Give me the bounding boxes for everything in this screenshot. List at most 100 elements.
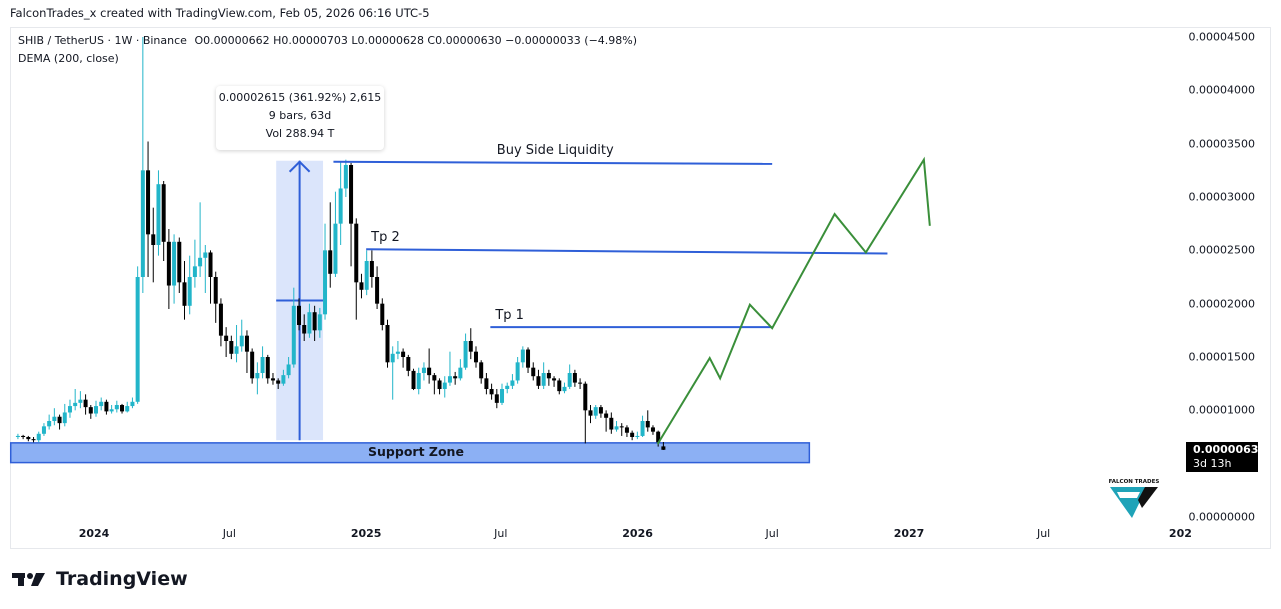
candle-body bbox=[312, 312, 317, 331]
price-tick-label: 0.00004000 bbox=[1188, 83, 1255, 97]
measure-tooltip: 0.00002615 (361.92%) 2,615 9 bars, 63d V… bbox=[216, 86, 384, 150]
candle-body bbox=[645, 421, 650, 428]
candle-body bbox=[166, 241, 171, 286]
last-price-badge: 0.00000630 3d 13h bbox=[1186, 442, 1266, 472]
candle-body bbox=[198, 257, 203, 267]
candle-body bbox=[463, 341, 468, 368]
candle-body bbox=[614, 426, 619, 430]
candle-body bbox=[411, 370, 416, 389]
candle-body bbox=[270, 378, 275, 381]
candle-body bbox=[343, 164, 348, 189]
candle-body bbox=[234, 346, 239, 354]
candle-body bbox=[109, 409, 114, 412]
candle-body bbox=[213, 277, 218, 304]
candle-body bbox=[650, 427, 655, 432]
time-tick-label: Jul bbox=[222, 527, 236, 540]
time-tick-label: 2024 bbox=[78, 527, 110, 540]
candle-body bbox=[552, 378, 557, 381]
candle-body bbox=[26, 437, 31, 440]
candle-body bbox=[323, 250, 328, 315]
candle-body bbox=[588, 410, 593, 416]
candle-body bbox=[604, 413, 609, 418]
candle-body bbox=[661, 446, 666, 450]
candle-body bbox=[421, 367, 426, 373]
chart-pane[interactable] bbox=[10, 27, 1271, 549]
chart-credit: FalconTrades_x created with TradingView.… bbox=[10, 6, 430, 20]
candle-body bbox=[187, 277, 192, 306]
candle-body bbox=[364, 261, 369, 290]
candle-body bbox=[114, 405, 119, 410]
candle-body bbox=[83, 399, 88, 408]
candle-body bbox=[182, 282, 187, 306]
candle-body bbox=[156, 184, 161, 245]
candle-body bbox=[630, 432, 635, 437]
support-zone-layer bbox=[9, 442, 811, 464]
price-tick-label: 0.00002000 bbox=[1188, 297, 1255, 311]
candle-body bbox=[531, 367, 536, 377]
tradingview-wordmark: TradingView bbox=[56, 568, 188, 590]
buy-side-liquidity-label: Buy Side Liquidity bbox=[496, 142, 614, 158]
candle-body bbox=[47, 421, 52, 427]
candle-body bbox=[562, 386, 567, 392]
candle-body bbox=[88, 407, 93, 414]
candle-body bbox=[36, 433, 41, 441]
drawings-layer bbox=[333, 156, 931, 445]
measure-layer bbox=[276, 160, 324, 441]
candle-body bbox=[484, 378, 489, 389]
candle-body bbox=[624, 427, 629, 433]
candle-body bbox=[120, 405, 125, 412]
tp2-label: Tp 2 bbox=[371, 230, 400, 246]
candle-body bbox=[385, 325, 390, 363]
candle-body bbox=[369, 261, 374, 277]
candle-body bbox=[276, 380, 281, 384]
bar-countdown: 3d 13h bbox=[1193, 457, 1232, 470]
tp1-label: Tp 1 bbox=[495, 308, 524, 324]
symbol-legend[interactable]: SHIB / TetherUS · 1W · Binance O0.000006… bbox=[18, 34, 637, 47]
candle-body bbox=[526, 349, 531, 368]
candle-body bbox=[281, 375, 286, 384]
candle-body bbox=[500, 389, 505, 403]
time-tick-label: Jul bbox=[765, 527, 779, 540]
candle-body bbox=[442, 382, 447, 389]
candle-body bbox=[598, 407, 603, 414]
projection-path bbox=[656, 156, 931, 445]
candle-body bbox=[395, 351, 400, 354]
candle-body bbox=[244, 335, 249, 352]
measure-bars: 9 bars, 63d bbox=[268, 109, 332, 122]
candle-body bbox=[229, 341, 234, 354]
candle-body bbox=[489, 389, 494, 395]
tradingview-logo[interactable]: TradingView bbox=[12, 568, 188, 590]
candle-body bbox=[224, 335, 229, 341]
candle-body bbox=[406, 357, 411, 371]
candle-body bbox=[557, 380, 562, 392]
symbol-label[interactable]: SHIB / TetherUS · 1W · Binance bbox=[18, 34, 187, 47]
time-tick-label: 2025 bbox=[350, 527, 382, 540]
candle-body bbox=[619, 426, 624, 428]
svg-text:FALCON TRADES: FALCON TRADES bbox=[1109, 479, 1160, 485]
candle-body bbox=[536, 376, 541, 386]
candle-body bbox=[218, 303, 223, 336]
candle-body bbox=[286, 364, 291, 376]
price-tick-label: 0.00003000 bbox=[1188, 190, 1255, 204]
buy-side-liquidity-line bbox=[333, 160, 773, 165]
candle-body bbox=[291, 305, 296, 365]
time-tick-label: Jul bbox=[1036, 527, 1051, 540]
candle-body bbox=[354, 223, 359, 283]
candle-body bbox=[99, 401, 104, 407]
candle-body bbox=[317, 314, 322, 331]
candle-body bbox=[333, 223, 338, 274]
candle-body bbox=[255, 373, 260, 379]
candle-body bbox=[494, 394, 499, 403]
candles-layer bbox=[15, 36, 666, 451]
candle-body bbox=[458, 367, 463, 379]
price-tick-label: 0.00000000 bbox=[1188, 510, 1255, 524]
candle-body bbox=[349, 164, 354, 224]
candle-body bbox=[359, 282, 364, 290]
candle-body bbox=[57, 416, 62, 424]
candle-body bbox=[447, 376, 452, 383]
ohlc-values: O0.00000662 H0.00000703 L0.00000628 C0.0… bbox=[194, 34, 638, 47]
indicator-legend[interactable]: DEMA (200, close) bbox=[18, 52, 119, 65]
candle-body bbox=[572, 373, 577, 383]
candle-body bbox=[62, 412, 67, 424]
